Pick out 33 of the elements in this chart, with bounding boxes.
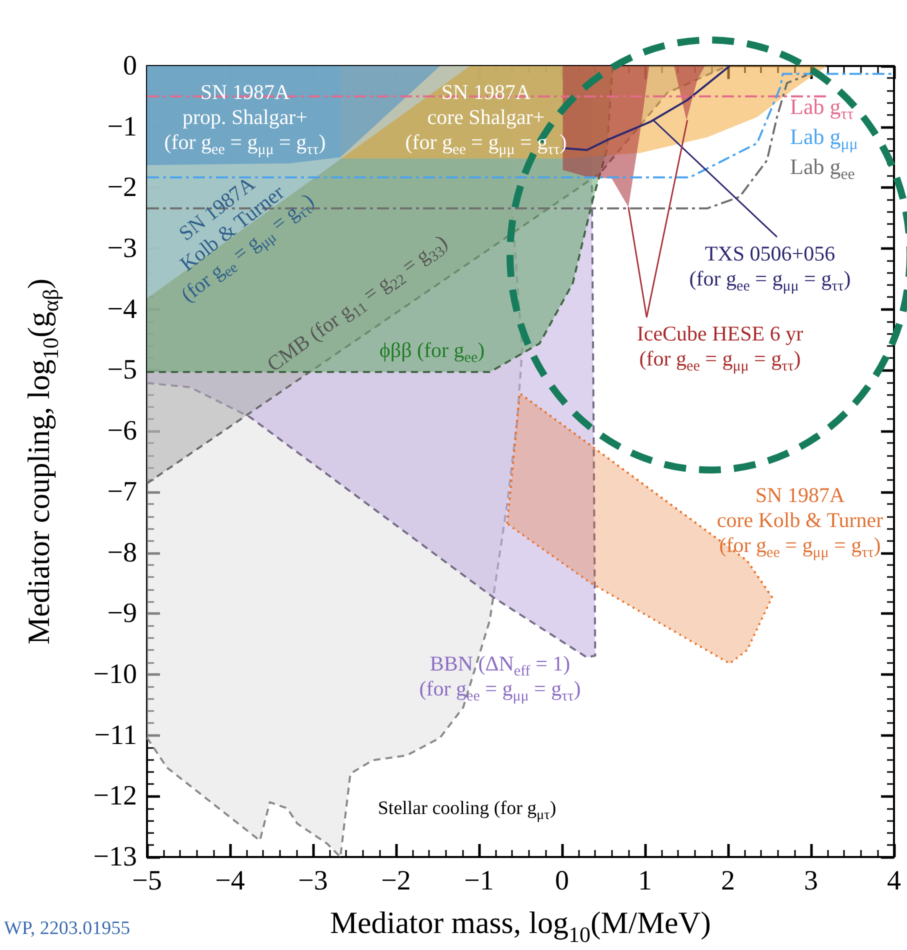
- y-tick-label: −11: [94, 720, 137, 751]
- annotation: IceCube HESE 6 yr (for g$_{ee}$ = g$_{μμ}$ = g$_{ττ}$): [636, 322, 804, 374]
- x-tick-label: 3: [804, 866, 818, 896]
- x-tick-label: 1: [638, 866, 652, 896]
- annotation: Stellar cooling (for g$_{μτ}$): [378, 798, 556, 823]
- x-tick-label: −4: [215, 866, 245, 896]
- series-label: Lab g$_{μμ}$: [790, 124, 858, 153]
- series-label: Lab g$_{ττ}$: [790, 94, 854, 123]
- y-tick-label: −6: [107, 416, 137, 447]
- y-tick-label: −5: [107, 354, 137, 386]
- y-tick-label: −7: [107, 476, 137, 508]
- y-tick-label: −8: [107, 537, 137, 568]
- x-tick-label: −1: [464, 866, 494, 896]
- y-tick-label: −10: [93, 658, 137, 690]
- y-tick-label: 0: [123, 50, 137, 82]
- y-tick-label: −9: [107, 598, 137, 630]
- text: BBN (ΔN$_{eff}$ = 1) (for g$_{ee}$ = g$_{μμ}$ = g$_{ττ}$): [419, 652, 581, 704]
- x-tick-label: 4: [887, 866, 901, 896]
- y-tick-label: −2: [107, 172, 137, 204]
- text: WP, 2203.01955: [4, 918, 130, 938]
- x-tick-label: 2: [721, 866, 735, 896]
- series-label: Lab g$_{ee}$: [790, 154, 855, 183]
- y-tick-label: −1: [107, 111, 137, 142]
- x-tick-label: −2: [381, 866, 411, 896]
- x-tick-label: −3: [298, 866, 328, 896]
- y-tick-label: −12: [93, 780, 137, 812]
- text: SN 1987A core Kolb & Turner (for g$_{ee}$ = g$_{μμ}$ = g$_{ττ}$): [716, 483, 884, 561]
- y-tick-label: −3: [107, 233, 137, 264]
- annotation: ϕββ (for g$_{ee}$): [379, 338, 485, 366]
- x-axis-title: Mediator mass, log$_{10}$(M/MeV): [330, 904, 712, 947]
- annotation: TXS 0506+056 (for g$_{ee}$ = g$_{μμ}$ = g$_{ττ}$): [689, 242, 851, 294]
- x-tick-label: 0: [555, 866, 569, 896]
- y-tick-label: −4: [107, 294, 137, 325]
